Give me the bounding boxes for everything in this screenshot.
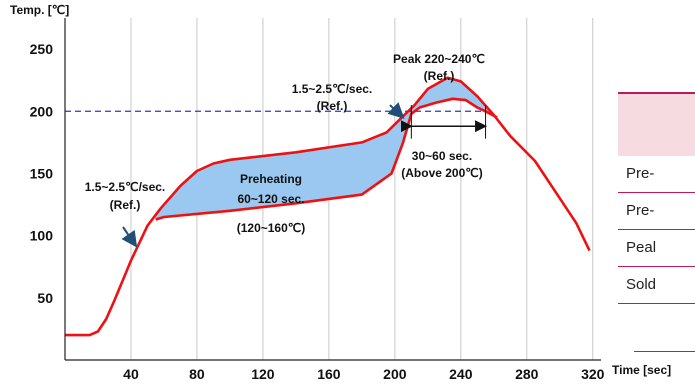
- annotation-ramp-peak: 1.5~2.5℃/sec.: [292, 82, 373, 96]
- side-table-row: Pre-: [618, 156, 695, 193]
- annotation-peak: Peak 220~240℃: [393, 52, 485, 66]
- x-tick-label: 320: [581, 366, 605, 382]
- x-tick-label: 240: [449, 366, 473, 382]
- chart-annotations: Peak 220~240℃ (Ref.) 1.5~2.5℃/sec. (Ref.) 1.…: [85, 52, 488, 248]
- preheat-fill: [155, 108, 412, 220]
- annotation-ramp-preheat: (Ref.): [110, 198, 141, 212]
- y-tick-label: 100: [30, 228, 54, 244]
- chart-fills: [155, 77, 489, 220]
- annotation-arrow: [121, 226, 138, 248]
- side-table-row: Pre-: [618, 193, 695, 230]
- annotation-ramp-peak: (Ref.): [317, 99, 348, 113]
- annotation-arrow: [387, 102, 405, 119]
- side-table-row: Sold: [618, 267, 695, 304]
- range-label: 30~60 sec.: [412, 149, 472, 163]
- annotation-ramp-preheat: 1.5~2.5℃/sec.: [85, 180, 166, 194]
- peak-fill: [411, 77, 489, 114]
- x-axis-title: Time [sec]: [612, 363, 671, 377]
- y-tick-label: 50: [37, 290, 53, 306]
- x-tick-label: 200: [383, 366, 407, 382]
- range-label: (Above 200℃): [401, 166, 483, 180]
- y-axis-title: Temp. [℃]: [10, 3, 69, 17]
- chart-lines: [65, 76, 591, 337]
- annotation-preheating: Preheating: [240, 172, 302, 186]
- y-tick-label: 200: [30, 103, 54, 119]
- y-tick-label: 250: [30, 41, 54, 57]
- annotation-peak: (Ref.): [424, 69, 455, 83]
- profile-line: [65, 76, 591, 337]
- chart-axes: 40 80 120 160 200 240 280 320 50 100 150 200 250 Temp…: [10, 3, 671, 382]
- x-tick-label: 40: [123, 366, 139, 382]
- x-tick-label: 80: [189, 366, 205, 382]
- annotation-preheat-range: (120~160℃): [237, 221, 306, 235]
- side-table-bottom-rule: [634, 351, 695, 352]
- x-tick-label: 160: [317, 366, 341, 382]
- x-tick-label: 120: [251, 366, 275, 382]
- side-table-header: [618, 92, 695, 156]
- y-tick-label: 150: [30, 165, 54, 181]
- side-table-row: Peal: [618, 230, 695, 267]
- x-tick-label: 280: [515, 366, 539, 382]
- annotation-preheating: 60~120 sec.: [237, 192, 304, 206]
- side-table: Pre- Pre- Peal Sold: [618, 92, 695, 304]
